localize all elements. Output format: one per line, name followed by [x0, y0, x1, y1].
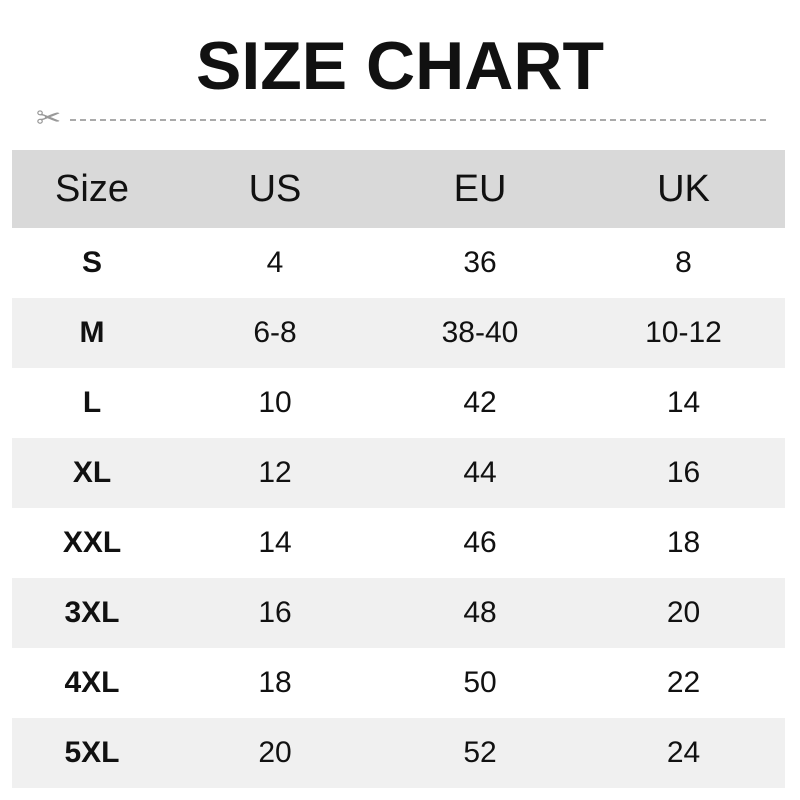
cell-size: XXL	[62, 526, 122, 559]
table-row: XXL 14 46 18	[12, 508, 785, 578]
scissors-icon: ✂	[36, 102, 62, 135]
table-row: XL 12 44 16	[12, 438, 785, 508]
cell-uk: 14	[666, 386, 701, 419]
cell-size: M	[79, 316, 105, 349]
page-title: SIZE CHART	[196, 28, 604, 104]
header-eu: EU	[453, 167, 507, 210]
cell-us: 18	[258, 666, 292, 699]
cell-size: 5XL	[64, 736, 120, 769]
cell-size: 3XL	[64, 596, 120, 629]
cell-uk: 24	[666, 736, 701, 769]
cell-uk: 22	[666, 666, 701, 699]
cell-us: 20	[258, 736, 292, 769]
cell-size: 4XL	[64, 666, 120, 699]
cell-us: 14	[258, 526, 292, 559]
table-header: Size US EU UK	[12, 150, 785, 228]
cell-uk: 18	[666, 526, 701, 559]
header-us: US	[248, 167, 302, 210]
cell-us: 16	[258, 596, 292, 629]
cell-us: 6-8	[253, 316, 297, 349]
table-row: 3XL 16 48 20	[12, 578, 785, 648]
cut-line: ✂	[36, 104, 766, 134]
cell-eu: 42	[463, 386, 497, 419]
dashed-divider	[70, 119, 766, 121]
cell-uk: 10-12	[645, 316, 722, 349]
cell-eu: 38-40	[441, 316, 519, 349]
cell-uk: 20	[666, 596, 701, 629]
cell-us: 10	[258, 386, 292, 419]
table-row: L 10 42 14	[12, 368, 785, 438]
table-row: 5XL 20 52 24	[12, 718, 785, 788]
cell-size: S	[81, 246, 102, 279]
header-uk: UK	[657, 167, 710, 210]
cell-us: 4	[266, 246, 284, 279]
cell-us: 12	[258, 456, 292, 489]
header-size: Size	[55, 167, 129, 210]
cell-eu: 52	[463, 736, 497, 769]
cell-eu: 36	[463, 246, 497, 279]
cell-size: L	[82, 386, 102, 419]
cell-uk: 8	[675, 246, 692, 279]
cell-uk: 16	[666, 456, 701, 489]
table-row: 4XL 18 50 22	[12, 648, 785, 718]
cell-eu: 48	[463, 596, 497, 629]
cell-eu: 44	[463, 456, 497, 489]
size-table: Size US EU UK S 4 36 8 M 6-8 38-40 10-12 L 10 42 14…	[12, 150, 785, 788]
cell-eu: 46	[463, 526, 497, 559]
cell-eu: 50	[463, 666, 497, 699]
table-row: M 6-8 38-40 10-12	[12, 298, 785, 368]
table-row: S 4 36 8	[12, 228, 785, 298]
cell-size: XL	[72, 456, 112, 489]
